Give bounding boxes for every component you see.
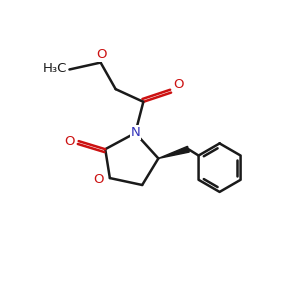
Text: N: N bbox=[130, 126, 140, 139]
Text: H₃C: H₃C bbox=[43, 62, 67, 75]
Text: O: O bbox=[94, 173, 104, 186]
Polygon shape bbox=[158, 146, 189, 158]
Text: O: O bbox=[97, 48, 107, 62]
Text: O: O bbox=[173, 78, 184, 92]
Text: O: O bbox=[64, 135, 74, 148]
